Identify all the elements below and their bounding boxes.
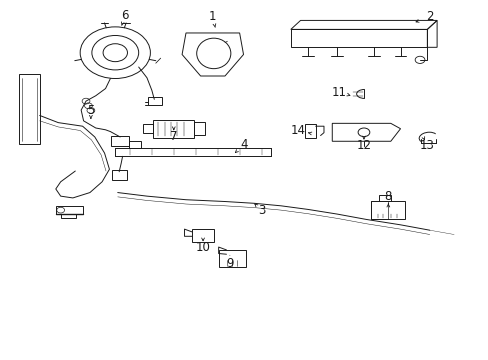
- Text: 9: 9: [225, 257, 233, 270]
- Text: 2: 2: [425, 10, 433, 23]
- Text: 8: 8: [384, 190, 391, 203]
- Bar: [129, 141, 141, 148]
- Bar: [142, 125, 153, 133]
- Bar: [111, 136, 129, 146]
- Text: 13: 13: [419, 139, 434, 152]
- Text: 10: 10: [195, 241, 210, 254]
- Bar: [378, 195, 390, 201]
- Bar: [148, 97, 162, 105]
- Bar: [370, 201, 405, 220]
- Bar: [194, 122, 204, 135]
- Bar: [290, 30, 427, 47]
- Bar: [370, 201, 387, 220]
- Text: 11: 11: [331, 86, 346, 99]
- Bar: [56, 206, 82, 214]
- Bar: [192, 229, 213, 242]
- Bar: [305, 124, 315, 138]
- Text: 5: 5: [87, 104, 94, 117]
- Text: 6: 6: [121, 9, 128, 22]
- Text: 4: 4: [240, 138, 248, 150]
- Bar: [61, 214, 76, 219]
- Text: 12: 12: [356, 139, 371, 152]
- Text: 1: 1: [209, 10, 216, 23]
- Bar: [153, 121, 194, 138]
- Text: 14: 14: [290, 124, 305, 137]
- Text: 3: 3: [257, 204, 264, 217]
- Bar: [218, 250, 245, 267]
- Bar: [19, 74, 40, 144]
- Text: 7: 7: [170, 130, 177, 144]
